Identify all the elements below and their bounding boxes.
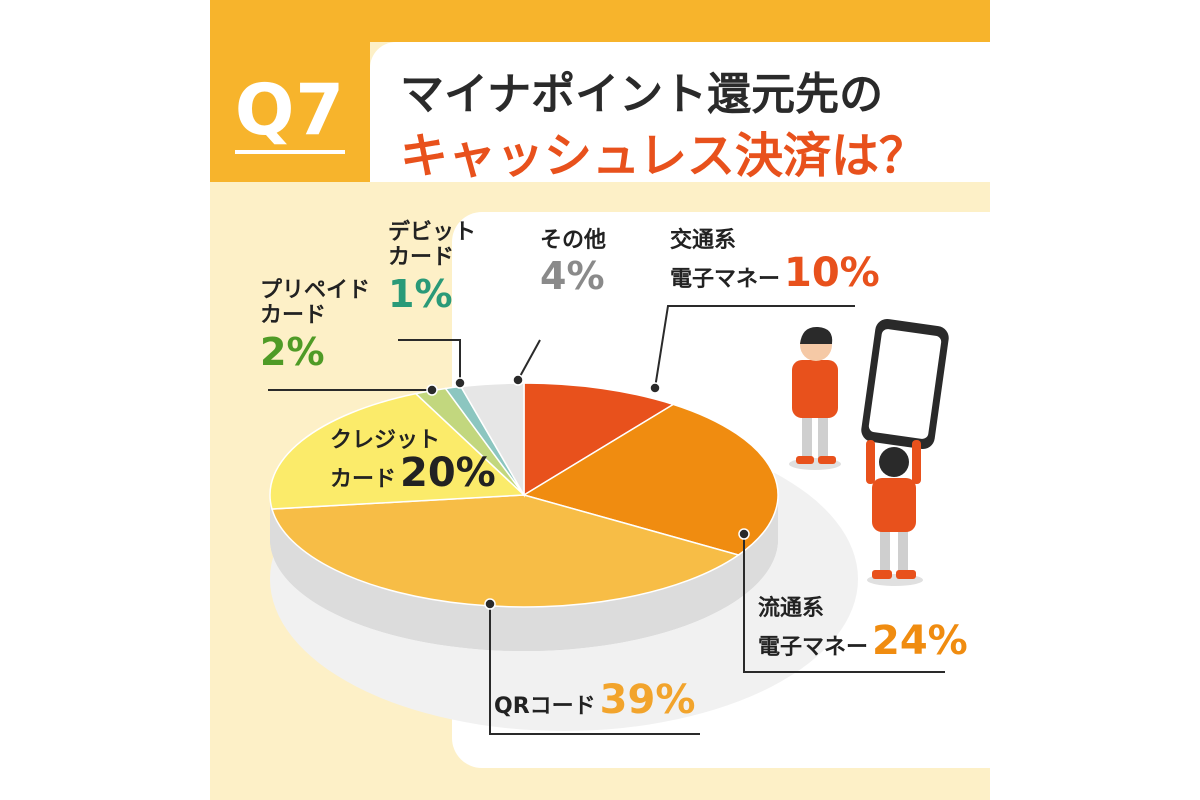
- pie-slice-2-leader-line: [743, 534, 945, 673]
- pie-slice-1: [523, 382, 676, 497]
- person-1-body: [792, 360, 838, 418]
- person-2-head: [879, 447, 909, 477]
- pie-slice-1-value: 10%: [784, 250, 880, 297]
- pie-slice-1-label-line-2: 電子マネー 10%: [670, 250, 880, 297]
- pie-slice-2-leader-dot: [738, 528, 750, 540]
- pie-slice-7-label: その他 4%: [540, 228, 606, 295]
- pie-slice-5-label: プリペイド カード 2%: [260, 278, 370, 371]
- pie-slice-4-label-line-2: カード 20%: [330, 450, 496, 497]
- pie-slice-1-leader-dot: [649, 382, 661, 394]
- pie-slice-5-leader-dot: [426, 384, 438, 396]
- pie-slice-4: [269, 392, 526, 510]
- title-box: [370, 42, 990, 182]
- pie-slice-2-label-line-2: 電子マネー 24%: [758, 618, 968, 665]
- pie-slice-2-value: 24%: [872, 618, 968, 665]
- pie-slice-3-side: [272, 509, 739, 651]
- person-standing-illustration: [789, 326, 841, 470]
- pie-slice-3-leader-line: [489, 604, 700, 735]
- person-2-shoe-left: [872, 570, 892, 579]
- pie-slice-3-label-line-1: QRコード 39%: [494, 677, 696, 723]
- top-accent-bar: [210, 0, 990, 42]
- pie-slice-7-label-line-1: その他: [540, 228, 607, 253]
- person-2-arm-left: [866, 440, 875, 484]
- pie-slice-3-leader-dot: [484, 598, 496, 610]
- pie-slice-1-label: 交通系 電子マネー 10%: [670, 228, 880, 293]
- pie-slice-6-leader-dot: [454, 377, 466, 389]
- pie-slice-3: [271, 494, 741, 608]
- pie-slice-5-label-line-1: プリペイド: [260, 278, 371, 303]
- pie-slice-6-label-line-2: カード: [388, 245, 455, 271]
- person-1-shoe-left: [796, 456, 814, 464]
- person-1-shoe-right: [818, 456, 836, 464]
- pie-slice-5-label-line-2: カード: [260, 303, 327, 329]
- pie-slice-2: [522, 403, 779, 556]
- pie-slice-7-leader-line: [517, 339, 541, 381]
- pie-slice-4-value: 20%: [400, 450, 496, 497]
- pie-slice-6-leader-line: [398, 339, 461, 383]
- person-2-leg-left: [880, 525, 890, 575]
- person-1-leg-left: [802, 410, 812, 460]
- person-1-hair: [800, 326, 833, 344]
- person-2-shoe-right: [896, 570, 916, 579]
- pie-slice-4-label-line-1: クレジット: [330, 428, 441, 453]
- person-2-body: [872, 478, 916, 532]
- pie-slice-7-value: 4%: [540, 254, 605, 299]
- pie-slice-2-label-line-1: 流通系: [758, 596, 825, 621]
- title-line-2: キャッシュレス決済は？: [400, 128, 928, 184]
- pie-slice-5-value: 2%: [260, 329, 325, 374]
- question-number: Q7: [234, 70, 346, 154]
- pie-slice-3-value: 39%: [599, 677, 696, 723]
- pie-slice-1-label-line-1: 交通系: [670, 228, 737, 253]
- title-line-1: マイナポイント還元先の: [400, 69, 884, 120]
- pie-slice-3-label: QRコード 39%: [494, 680, 695, 720]
- pie-slice-6-label: デビット カード 1%: [388, 220, 476, 313]
- person-1-leg-right: [818, 410, 828, 460]
- person-holding-phone-illustration: [866, 440, 923, 586]
- phone-screen: [868, 329, 942, 439]
- pie-slice-2-label: 流通系 電子マネー 24%: [758, 596, 968, 661]
- pie-slice-4-label: クレジット カード 20%: [330, 428, 496, 493]
- pie-slice-2-side: [738, 495, 778, 600]
- pie-slice-6-label-line-1: デビット: [388, 220, 477, 245]
- pie-slice-6-value: 1%: [388, 271, 453, 316]
- question-badge: Q7: [210, 42, 370, 182]
- pie-slice-7-leader-dot: [512, 374, 524, 386]
- person-2-leg-right: [898, 525, 908, 575]
- smartphone-illustration: [861, 319, 949, 449]
- pie-slice-1-leader-line: [654, 305, 855, 389]
- person-2-arm-right: [912, 440, 921, 484]
